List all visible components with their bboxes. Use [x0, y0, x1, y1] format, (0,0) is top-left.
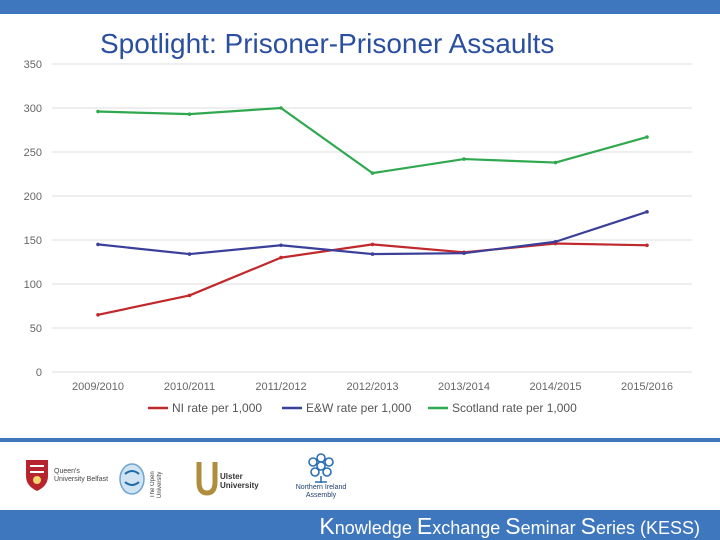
- nia-logo-text: Northern Ireland Assembly: [295, 484, 347, 499]
- y-axis-ticks: 0 50 100 150 200 250 300 350: [24, 59, 42, 379]
- data-point: [187, 293, 192, 298]
- data-point: [553, 160, 558, 165]
- x-tick-label: 2012/2013: [347, 381, 399, 393]
- x-axis-ticks: 2009/2010 2010/2011 2011/2012 2012/2013 2013…: [72, 381, 673, 393]
- slide-title: Spotlight: Prisoner-Prisoner Assaults: [100, 28, 555, 59]
- x-tick-label: 2013/2014: [438, 381, 490, 393]
- footer-bar: Knowledge Exchange Seminar Series (KESS): [0, 510, 720, 540]
- x-tick-label: 2014/2015: [530, 381, 582, 393]
- x-tick-label: 2009/2010: [72, 381, 124, 393]
- data-point: [279, 243, 283, 248]
- line-chart: 0 50 100 150 200 250 300 350 2009/2010 2010/2011…: [24, 59, 692, 415]
- y-tick-label: 50: [30, 323, 42, 335]
- gridlines: [52, 63, 692, 373]
- data-point: [279, 255, 283, 260]
- legend: NI rate per 1,000 E&W rate per 1,000 Scotl…: [148, 401, 577, 415]
- open-logo-text: The Open University: [150, 471, 163, 498]
- legend-label: E&W rate per 1,000: [306, 401, 412, 415]
- data-point: [96, 109, 100, 114]
- x-tick-label: 2010/2011: [164, 381, 215, 393]
- open-university-icon: [119, 463, 145, 495]
- legend-label: NI rate per 1,000: [172, 401, 262, 415]
- y-tick-label: 250: [24, 147, 42, 159]
- y-tick-label: 100: [24, 279, 42, 291]
- data-point: [96, 242, 100, 247]
- series-line: [97, 106, 648, 175]
- data-point: [370, 252, 375, 256]
- series-line: [97, 210, 648, 256]
- flax-flower-icon: [308, 453, 334, 483]
- queens-crest-icon: [26, 460, 48, 491]
- data-point: [462, 157, 466, 161]
- data-point: [187, 112, 192, 116]
- data-point: [462, 251, 466, 255]
- open-university-logo: The Open University: [118, 462, 168, 502]
- y-tick-label: 0: [36, 367, 42, 379]
- data-point: [96, 313, 100, 317]
- data-point: [370, 242, 375, 247]
- data-point: [645, 135, 649, 139]
- x-tick-label: 2011/2012: [255, 381, 306, 393]
- ni-assembly-logo: Northern Ireland Assembly: [288, 452, 354, 508]
- y-tick-label: 200: [24, 191, 42, 203]
- queens-university-logo: Queen's University Belfast: [24, 458, 114, 498]
- data-point: [645, 210, 649, 214]
- y-tick-label: 350: [24, 59, 42, 71]
- footer-divider: [0, 438, 720, 442]
- queens-logo-text: Queen's University Belfast: [54, 468, 109, 483]
- ulster-logo-text: Ulster University: [220, 472, 259, 490]
- ulster-u-icon: [196, 462, 218, 496]
- legend-label: Scotland rate per 1,000: [452, 401, 577, 415]
- data-point: [645, 243, 649, 248]
- y-tick-label: 300: [24, 103, 42, 115]
- logo-strip: Queen's University Belfast The Open Univ…: [0, 442, 720, 510]
- ulster-university-logo: Ulster University: [196, 460, 266, 500]
- kess-title: Knowledge Exchange Seminar Series (KESS): [319, 513, 700, 539]
- data-point: [553, 239, 558, 244]
- data-point: [279, 106, 283, 110]
- series-lines: [96, 106, 649, 317]
- data-point: [187, 252, 192, 256]
- data-point: [370, 171, 375, 175]
- y-tick-label: 150: [24, 235, 42, 247]
- x-tick-label: 2015/2016: [621, 381, 673, 393]
- top-accent-bar: [0, 0, 720, 14]
